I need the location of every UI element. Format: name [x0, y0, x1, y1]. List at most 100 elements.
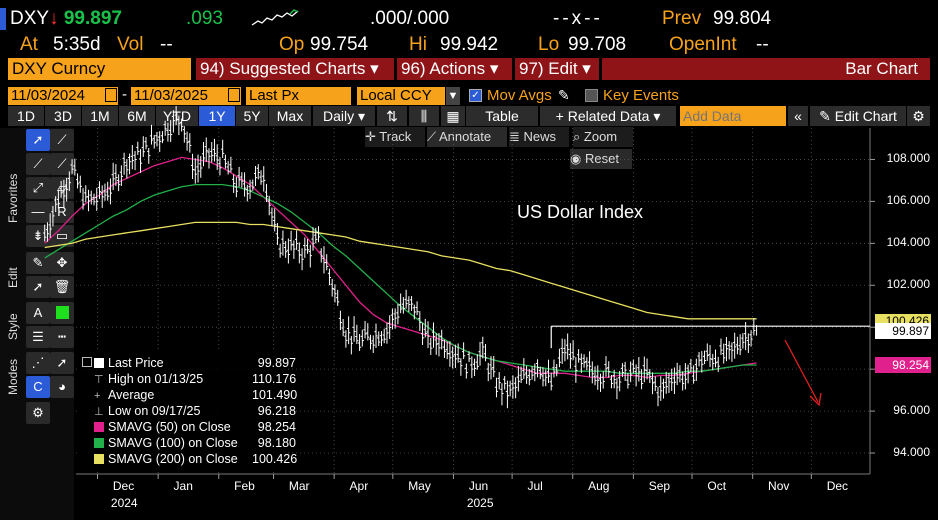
chevron-down-icon[interactable]: ▼ — [446, 87, 460, 105]
legend-value: 98.254 — [257, 420, 296, 434]
end-date-field[interactable]: 11/03/2025 — [131, 87, 241, 105]
select-icon[interactable]: ➚ — [26, 276, 50, 298]
key-events-checkbox[interactable] — [585, 89, 598, 102]
legend-marker — [94, 438, 104, 448]
bar-chart-icon[interactable]: ⫼ — [409, 106, 439, 126]
line-chart-icon[interactable]: ⇅ — [377, 106, 407, 126]
legend-value: 101.490 — [252, 388, 298, 402]
horizontal-line-icon[interactable]: — — [26, 201, 50, 223]
trendline-icon[interactable]: ⟋ — [26, 153, 50, 175]
ray-icon[interactable]: ⟋ — [50, 153, 74, 175]
gear-icon[interactable]: ⚙ — [26, 402, 50, 424]
sma200-line — [44, 221, 757, 320]
frequency-select[interactable]: Daily ▾ — [313, 106, 375, 126]
currency-select[interactable]: Local CCY — [357, 87, 445, 105]
start-date-field[interactable]: 11/03/2024 — [8, 87, 118, 105]
vol-value: -- — [160, 34, 173, 55]
table-button[interactable]: Table — [466, 106, 538, 126]
prev-value: 99.804 — [713, 8, 772, 29]
mov-avgs-label: Mov Avgs — [487, 87, 552, 104]
brush-icon[interactable]: ✎ — [26, 252, 50, 274]
legend-marker: ⊤ — [94, 374, 104, 386]
x-tick-label: May — [408, 479, 431, 493]
chart-type-label: Bar Chart — [602, 58, 930, 80]
parallel-channel-icon[interactable]: ▱ — [50, 177, 74, 199]
pointer-plus-icon[interactable]: ➚ — [50, 352, 74, 374]
at-value: 5:35d — [53, 34, 101, 55]
gear-icon[interactable]: ⚙ — [907, 106, 930, 126]
rectangle-icon[interactable]: ▭ — [50, 225, 74, 247]
suggested-charts-menu[interactable]: 94) Suggested Charts ▾ — [196, 58, 394, 80]
add-data-input[interactable] — [680, 106, 786, 126]
period-1d[interactable]: 1D — [8, 106, 44, 126]
track-tool[interactable]: ✛ Track — [365, 127, 425, 147]
low-label: Lo — [538, 34, 560, 55]
mov-avgs-checkbox[interactable]: ✓ — [469, 89, 482, 102]
high-value: 99.942 — [440, 34, 499, 55]
zoom-tool[interactable]: ⌕ Zoom — [573, 127, 633, 147]
prev-label: Prev — [662, 8, 702, 29]
dotted-line-icon[interactable]: ⋰ — [26, 352, 50, 374]
legend-label: Average — [108, 388, 155, 402]
news-label: News — [523, 129, 557, 144]
pencil-icon[interactable]: ✎ — [558, 87, 570, 103]
field-select[interactable]: Last Px — [246, 87, 351, 105]
legend-row: + Average 101.490 — [94, 388, 298, 402]
edit-menu[interactable]: 97) Edit ▾ — [515, 58, 599, 80]
period-max[interactable]: Max — [269, 106, 311, 126]
period-1y[interactable]: 1Y — [199, 106, 235, 126]
period-ytd[interactable]: YTD — [156, 106, 198, 126]
pointer-icon[interactable]: ➚ — [26, 129, 50, 151]
magnet-icon[interactable]: C — [26, 376, 50, 398]
legend-marker: ⊥ — [94, 406, 104, 418]
news-icon: ≣ — [509, 129, 524, 144]
channel-icon[interactable]: ⤢ — [26, 177, 50, 199]
line-style-icon[interactable]: ┅ — [50, 326, 74, 348]
x-tick-label: Sep — [648, 479, 671, 493]
period-1m[interactable]: 1M — [82, 106, 118, 126]
period-5y[interactable]: 5Y — [236, 106, 268, 126]
calendar-icon[interactable] — [105, 88, 117, 102]
move-icon[interactable]: ✥ — [50, 252, 74, 274]
low-value: 99.708 — [568, 34, 627, 55]
trash-icon[interactable]: 🗑 — [50, 276, 74, 298]
font-icon[interactable]: A — [26, 302, 50, 324]
edit-chart-button[interactable]: ✎ Edit Chart — [810, 106, 906, 126]
annotate-tool[interactable]: ⟋ Annotate — [427, 127, 507, 147]
draw-line-icon[interactable]: ⟋ — [50, 129, 74, 151]
x-tick-label: Dec — [826, 479, 849, 493]
bid-ask-size: --x-- — [553, 8, 603, 29]
legend-value: 96.218 — [257, 404, 296, 418]
y-tick-label: 108.000 — [886, 151, 930, 166]
security-field[interactable]: DXY Curncy — [8, 58, 191, 80]
related-data-menu[interactable]: + Related Data ▾ — [540, 106, 676, 126]
legend-row: ⊥ Low on 09/17/25 96.218 — [94, 404, 296, 418]
news-tool[interactable]: ≣ News — [509, 127, 569, 147]
legend-label: SMAVG (50) on Close — [108, 420, 231, 434]
arrow-head — [809, 392, 822, 407]
y-tick-label: 96.000 — [893, 403, 930, 418]
bid-value: .000 — [370, 8, 407, 29]
legend-label: SMAVG (200) on Close — [108, 452, 238, 466]
bid-ask: .000/.000 — [370, 8, 450, 29]
y-tick-label: 94.000 — [893, 445, 930, 460]
calendar-icon[interactable] — [228, 88, 240, 102]
x-year-label: 2025 — [466, 496, 494, 510]
period-6m[interactable]: 6M — [119, 106, 155, 126]
ticker-flag — [0, 8, 6, 30]
fibonacci-icon[interactable]: ⇟ — [26, 225, 50, 247]
sparkline-icon — [251, 9, 299, 26]
x-tick-label: Feb — [234, 479, 255, 493]
period-3d[interactable]: 3D — [45, 106, 81, 126]
reset-button[interactable]: ◉ Reset — [570, 149, 632, 169]
palette-icon[interactable]: ◕ — [50, 376, 74, 398]
ticker-symbol: DXY — [10, 8, 50, 29]
line-weight-icon[interactable]: ☰ — [26, 326, 50, 348]
actions-menu[interactable]: 96) Actions ▾ — [397, 58, 512, 80]
collapse-left-icon[interactable]: « — [788, 106, 808, 126]
legend-collapse-icon[interactable] — [82, 357, 92, 367]
table-icon[interactable]: ▦ — [441, 106, 465, 126]
legend-value: 99.897 — [257, 356, 296, 370]
color-swatch-icon[interactable] — [50, 302, 74, 324]
x-tick-label: Jan — [173, 479, 193, 493]
